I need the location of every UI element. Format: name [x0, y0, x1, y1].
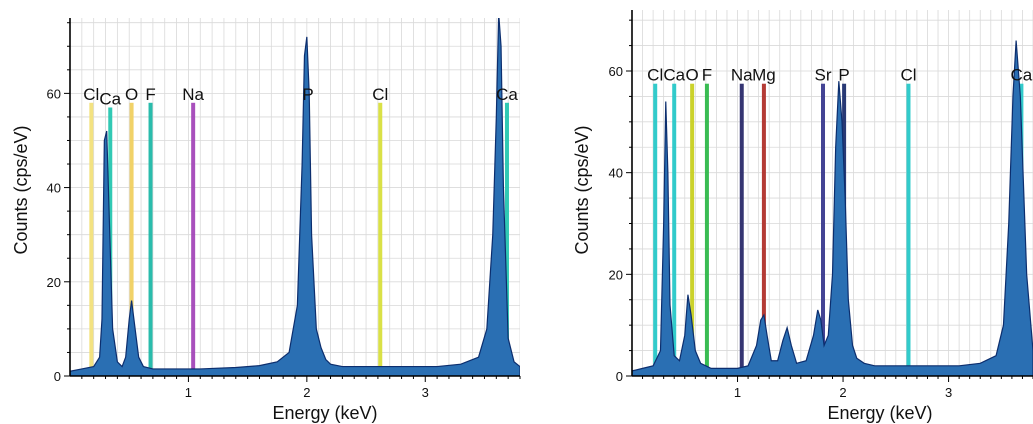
- right-y-tick-label: 60: [609, 64, 623, 79]
- right-element-line-o: [690, 83, 695, 376]
- right-spectrum-area: [632, 40, 1033, 376]
- left-element-label-cl: Cl: [372, 85, 388, 104]
- right-element-line-na: [739, 83, 744, 376]
- right-x-tick-label: 3: [945, 385, 952, 400]
- left-y-tick-label: 0: [54, 369, 61, 384]
- left-element-label-o: O: [125, 85, 138, 104]
- left-element-label-cl: Cl: [83, 85, 99, 104]
- left-element-line-cl: [89, 102, 94, 376]
- right-element-line-sr: [821, 83, 826, 376]
- left-grid: [70, 18, 520, 376]
- right-y-tick-label: 40: [609, 166, 623, 181]
- left-y-tick-label: 40: [47, 181, 61, 196]
- left-element-line-ca: [504, 102, 509, 376]
- left-y-tick-label: 20: [47, 275, 61, 290]
- left-y-tick-label: 60: [47, 86, 61, 101]
- left-element-line-f: [148, 102, 153, 376]
- right-element-line-cl: [906, 83, 911, 376]
- right-element-label-sr: Sr: [815, 66, 832, 85]
- right-element-label-cl: Cl: [647, 66, 663, 85]
- right-y-tick-label: 20: [609, 267, 623, 282]
- left-element-label-p: P: [302, 85, 313, 104]
- right-element-label-ca: Ca: [1011, 66, 1033, 85]
- left-element-line-cl: [378, 102, 383, 376]
- right-x-tick-label: 1: [734, 385, 741, 400]
- left-element-line-na: [191, 102, 196, 376]
- left-element-label-ca: Ca: [496, 85, 518, 104]
- left-element-line-o: [129, 102, 134, 376]
- left-spectrum-panel: Energy (keV) Counts (cps/eV) Cl Ca O F Na P Cl…: [11, 18, 521, 423]
- right-element-line-cl: [653, 83, 658, 376]
- left-spectrum-area: [70, 18, 520, 376]
- left-x-tick-label: 1: [185, 385, 192, 400]
- left-x-tick-label: 3: [422, 385, 429, 400]
- right-x-tick-label: 2: [839, 385, 846, 400]
- right-element-label-cl: Cl: [900, 66, 916, 85]
- right-element-label-f: F: [702, 66, 712, 85]
- right-element-line-ca: [672, 83, 677, 376]
- right-element-label-mg: Mg: [752, 66, 776, 85]
- left-x-axis-title: Energy (keV): [272, 403, 377, 423]
- left-element-label-na: Na: [182, 85, 204, 104]
- left-element-label-f: F: [145, 85, 155, 104]
- right-element-label-o: O: [686, 66, 699, 85]
- right-y-tick-label: 0: [616, 369, 623, 384]
- right-x-axis-title: Energy (keV): [827, 403, 932, 423]
- right-element-line-f: [704, 83, 709, 376]
- right-element-label-na: Na: [731, 66, 753, 85]
- left-x-tick-label: 2: [303, 385, 310, 400]
- right-y-axis-title: Counts (cps/eV): [572, 125, 592, 254]
- right-element-line-mg: [761, 83, 766, 376]
- left-element-label-ca: Ca: [99, 90, 121, 109]
- right-element-label-ca: Ca: [663, 66, 685, 85]
- left-y-axis-title: Counts (cps/eV): [11, 125, 31, 254]
- right-spectrum-panel: Energy (keV) Counts (cps/eV) Cl Ca O F Na Mg S…: [572, 10, 1033, 423]
- right-element-label-p: P: [838, 66, 849, 85]
